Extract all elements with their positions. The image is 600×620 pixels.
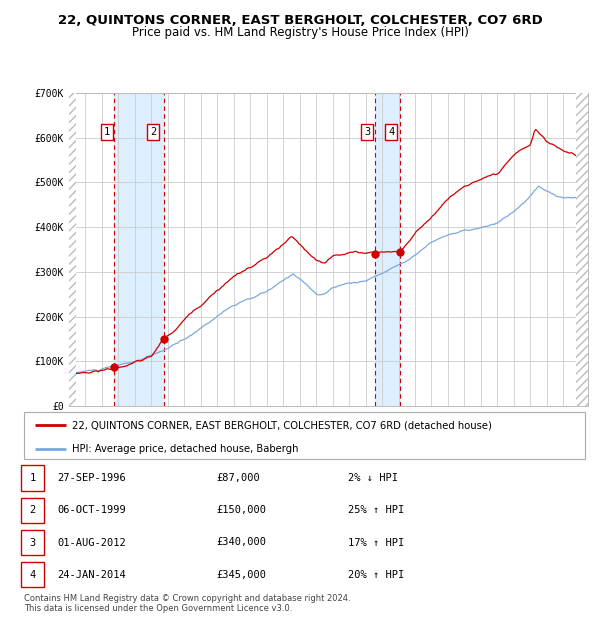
- Bar: [575, 71, 600, 428]
- Text: 17% ↑ HPI: 17% ↑ HPI: [348, 538, 404, 547]
- Bar: [61, 71, 76, 428]
- Text: 4: 4: [388, 127, 394, 137]
- Text: 24-JAN-2014: 24-JAN-2014: [57, 570, 126, 580]
- Text: 20% ↑ HPI: 20% ↑ HPI: [348, 570, 404, 580]
- Text: 01-AUG-2012: 01-AUG-2012: [57, 538, 126, 547]
- Text: 1: 1: [104, 127, 110, 137]
- Text: 27-SEP-1996: 27-SEP-1996: [57, 473, 126, 483]
- Text: 22, QUINTONS CORNER, EAST BERGHOLT, COLCHESTER, CO7 6RD: 22, QUINTONS CORNER, EAST BERGHOLT, COLC…: [58, 14, 542, 27]
- Text: 2: 2: [29, 505, 35, 515]
- Bar: [375, 93, 400, 406]
- Text: 3: 3: [29, 538, 35, 547]
- Text: £340,000: £340,000: [216, 538, 266, 547]
- Text: Contains HM Land Registry data © Crown copyright and database right 2024.
This d: Contains HM Land Registry data © Crown c…: [24, 594, 350, 613]
- Text: 3: 3: [364, 127, 370, 137]
- Text: 4: 4: [29, 570, 35, 580]
- Text: 22, QUINTONS CORNER, EAST BERGHOLT, COLCHESTER, CO7 6RD (detached house): 22, QUINTONS CORNER, EAST BERGHOLT, COLC…: [71, 420, 491, 430]
- Text: 2% ↓ HPI: 2% ↓ HPI: [348, 473, 398, 483]
- Text: 06-OCT-1999: 06-OCT-1999: [57, 505, 126, 515]
- Text: HPI: Average price, detached house, Babergh: HPI: Average price, detached house, Babe…: [71, 443, 298, 454]
- Text: 1: 1: [29, 473, 35, 483]
- Text: Price paid vs. HM Land Registry's House Price Index (HPI): Price paid vs. HM Land Registry's House …: [131, 26, 469, 39]
- Text: 2: 2: [150, 127, 156, 137]
- Text: £150,000: £150,000: [216, 505, 266, 515]
- Text: £345,000: £345,000: [216, 570, 266, 580]
- Text: 25% ↑ HPI: 25% ↑ HPI: [348, 505, 404, 515]
- Bar: [114, 93, 164, 406]
- Text: £87,000: £87,000: [216, 473, 260, 483]
